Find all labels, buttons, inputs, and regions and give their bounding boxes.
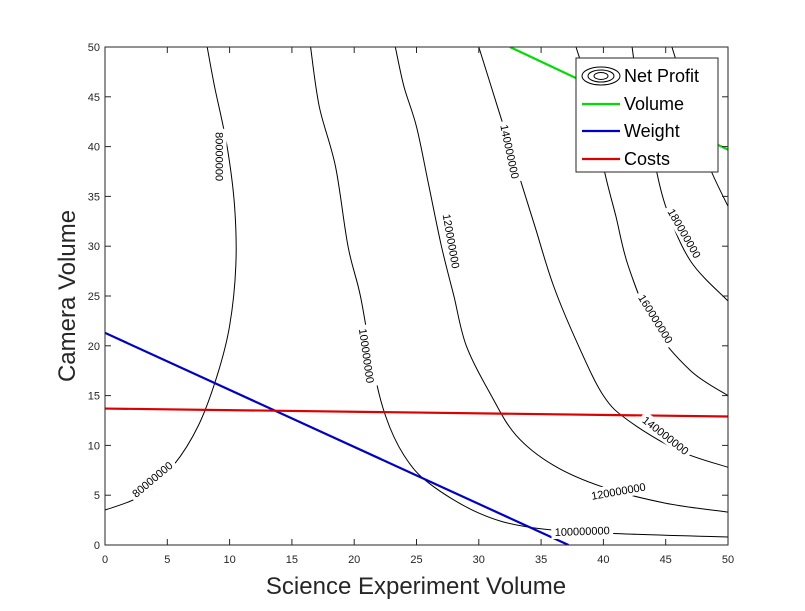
contour-symbol-icon xyxy=(587,69,615,83)
x-tick-label: 40 xyxy=(597,554,609,566)
legend-label: Costs xyxy=(624,149,670,169)
contour-label-background xyxy=(662,203,706,264)
y-tick-label: 50 xyxy=(88,42,100,54)
costs-constraint-line xyxy=(105,407,728,418)
contour-label-background xyxy=(633,288,679,349)
x-tick-label: 0 xyxy=(102,554,108,566)
x-tick-label: 15 xyxy=(286,554,298,566)
y-axis-title: Camera Volume xyxy=(54,210,81,382)
contour-label-group-item: 80000000 xyxy=(212,128,227,185)
x-tick-label: 10 xyxy=(223,554,235,566)
y-tick-label: 5 xyxy=(94,490,100,502)
x-tick-label: 25 xyxy=(410,554,422,566)
contour-label-background xyxy=(637,410,695,460)
y-tick-label: 15 xyxy=(88,391,100,403)
y-tick-label: 25 xyxy=(88,291,100,303)
x-tick-label: 30 xyxy=(473,554,485,566)
y-tick-label: 10 xyxy=(88,440,100,452)
contour-label-background xyxy=(586,478,651,504)
legend-label: Net Profit xyxy=(624,66,699,86)
legend: Net Profit Volume Weight Costs xyxy=(575,57,719,173)
legend-item-weight: Weight xyxy=(582,121,680,141)
x-tick-label: 20 xyxy=(348,554,360,566)
y-tick-label: 45 xyxy=(88,92,100,104)
legend-item-costs: Costs xyxy=(582,149,670,169)
contour-line-100000000 xyxy=(310,47,728,538)
legend-item-net-profit: Net Profit xyxy=(581,66,699,86)
x-tick-label: 35 xyxy=(535,554,547,566)
contour-label-background xyxy=(439,209,464,273)
contour-label-background xyxy=(496,119,524,184)
y-tick-label: 0 xyxy=(94,540,100,552)
legend-item-volume: Volume xyxy=(582,94,684,114)
legend-label: Volume xyxy=(624,94,684,114)
weight-constraint-line xyxy=(105,331,569,545)
legend-label: Weight xyxy=(624,121,680,141)
x-tick-label: 5 xyxy=(164,554,170,566)
y-tick-label: 35 xyxy=(88,191,100,203)
axis-ticks: 0 5 10 15 20 25 30 35 40 45 50 0 5 10 15 20 25 30 35 40 45 50 xyxy=(88,42,734,566)
contour-symbol-icon xyxy=(593,72,609,80)
x-tick-label: 50 xyxy=(722,554,734,566)
legend-box xyxy=(575,57,719,173)
contour-label: 100000000 xyxy=(555,525,610,539)
contour-label: 80000000 xyxy=(213,132,225,181)
contour-label-background xyxy=(212,128,227,185)
x-axis-title: Science Experiment Volume xyxy=(266,573,566,600)
y-tick-label: 40 xyxy=(88,142,100,154)
y-tick-label: 30 xyxy=(88,241,100,253)
contour-label-background xyxy=(126,456,179,503)
contour-label-background xyxy=(551,523,614,540)
contour-label-background xyxy=(355,324,378,388)
contour-label-group-item: 100000000 xyxy=(551,523,614,540)
contour-symbol-icon xyxy=(581,66,621,86)
x-tick-label: 45 xyxy=(660,554,672,566)
y-tick-label: 20 xyxy=(88,341,100,353)
